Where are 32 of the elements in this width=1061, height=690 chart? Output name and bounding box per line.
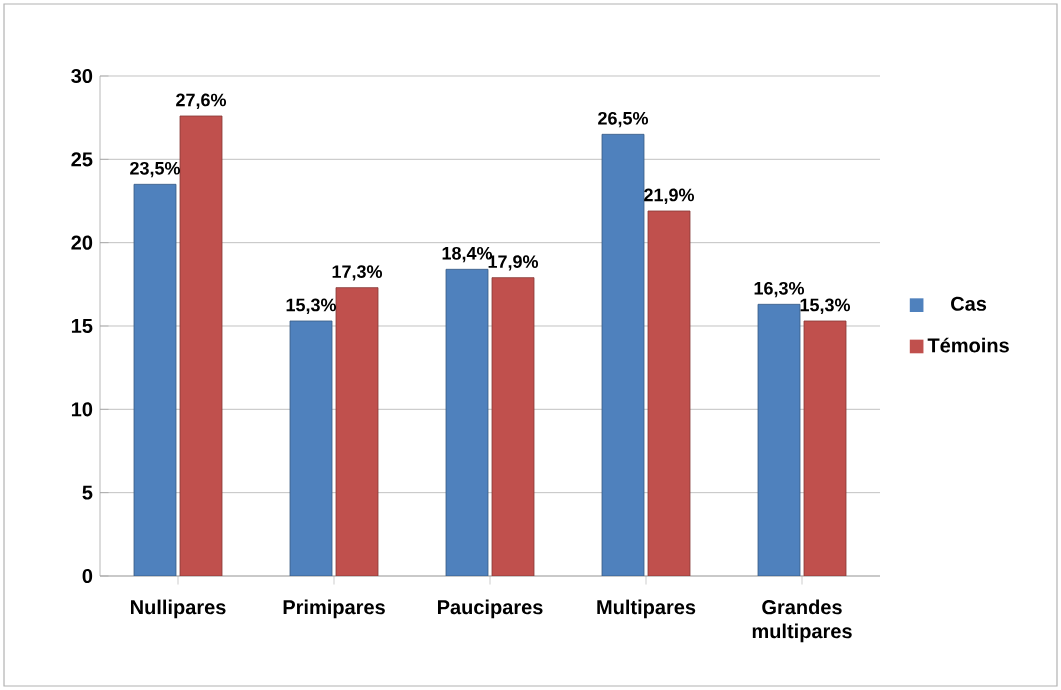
bar xyxy=(289,320,333,576)
x-tick-label: Primipares xyxy=(283,599,385,619)
y-tick-label: 10 xyxy=(71,402,93,417)
data-label: 15,3% xyxy=(800,298,851,314)
bar xyxy=(803,320,847,576)
x-tick-label: Nullipares xyxy=(131,599,226,619)
y-tick-label: 20 xyxy=(71,235,93,250)
data-label: 23,5% xyxy=(130,161,181,178)
bar xyxy=(335,287,379,576)
data-label: 15,3% xyxy=(286,298,337,314)
data-label: 17,3% xyxy=(332,265,383,281)
bar xyxy=(601,133,645,576)
data-label: 21,9% xyxy=(644,188,695,204)
bar xyxy=(647,210,691,576)
y-tick-label: 0 xyxy=(82,568,93,584)
legend-label: Cas xyxy=(951,296,987,311)
y-tick-label: 30 xyxy=(71,68,93,84)
y-tick-label: 15 xyxy=(71,319,93,333)
bar xyxy=(179,115,223,576)
data-label: 27,6% xyxy=(176,93,227,109)
x-tick-label: Paucipares xyxy=(437,599,543,619)
legend-label: Témoins xyxy=(927,337,1009,353)
bar xyxy=(491,277,535,576)
x-tick-label: Multipares xyxy=(597,599,696,619)
data-label: 26,5% xyxy=(598,111,649,128)
bar xyxy=(133,183,177,576)
bar xyxy=(445,268,489,576)
bar xyxy=(757,303,801,576)
y-tick-label: 5 xyxy=(82,485,93,500)
data-label: 16,3% xyxy=(754,281,805,298)
x-tick-label: Grandes multipares xyxy=(752,599,852,643)
y-tick-label: 25 xyxy=(71,152,93,167)
